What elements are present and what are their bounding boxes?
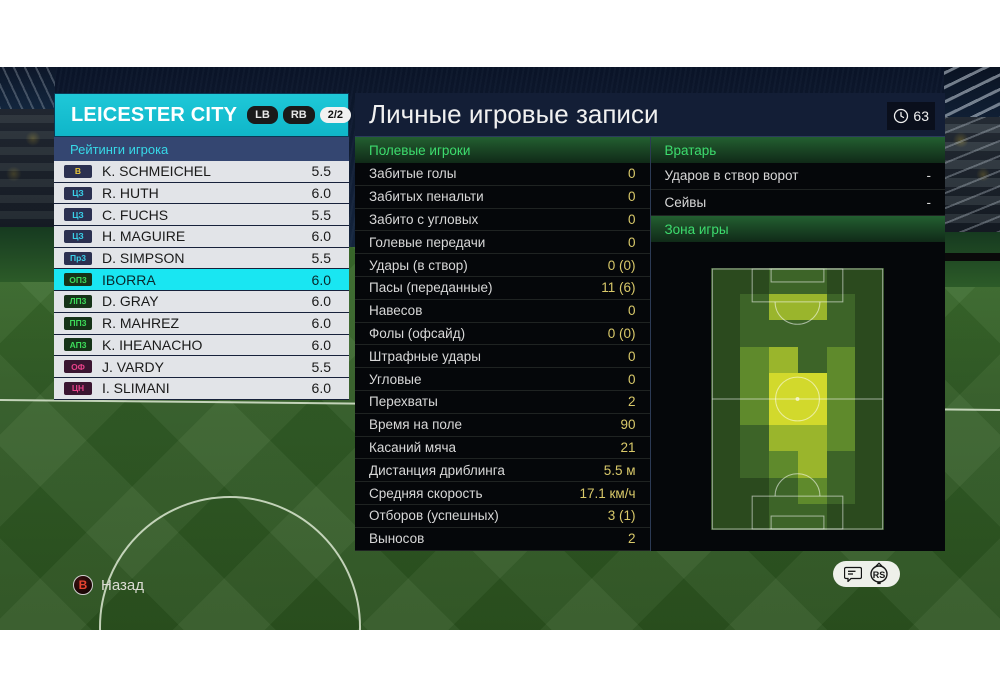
- svg-text:RS: RS: [872, 570, 885, 580]
